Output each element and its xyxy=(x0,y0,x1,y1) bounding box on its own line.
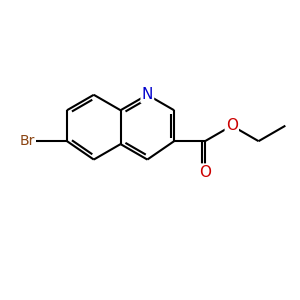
Text: O: O xyxy=(199,165,211,180)
Text: Br: Br xyxy=(19,134,34,148)
Text: O: O xyxy=(226,118,238,133)
Text: N: N xyxy=(142,87,153,102)
